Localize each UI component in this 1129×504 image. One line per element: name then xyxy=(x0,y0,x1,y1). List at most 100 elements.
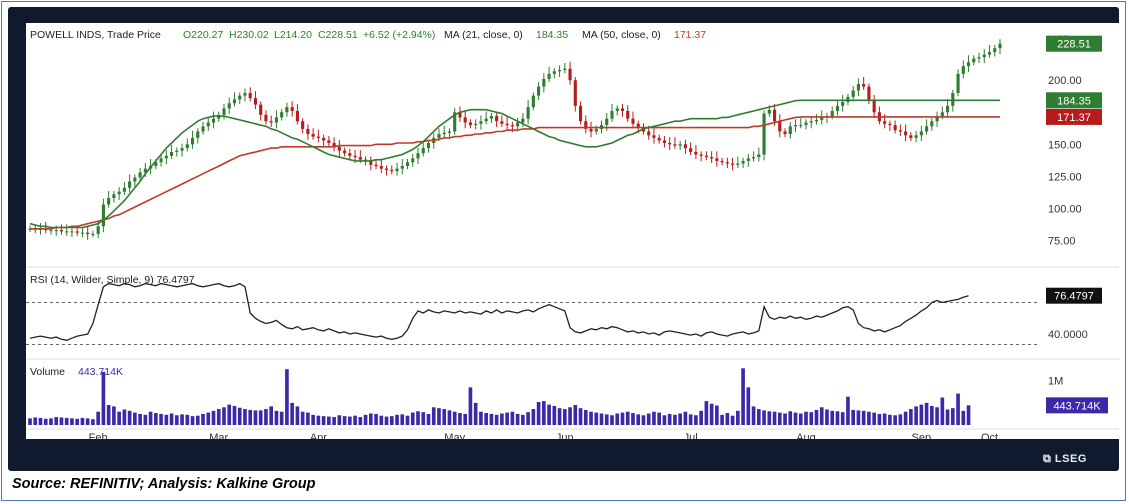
candle-body xyxy=(122,187,126,192)
candle-body xyxy=(395,168,399,172)
candle-body xyxy=(925,126,929,132)
volume-bar xyxy=(452,411,457,425)
candle-body xyxy=(558,69,562,72)
candle-body xyxy=(479,121,483,124)
candle-body xyxy=(720,160,724,163)
candle-body xyxy=(757,154,761,158)
month-label: Apr xyxy=(310,432,327,439)
change-value: +6.52 (+2.94%) xyxy=(363,29,435,41)
candle-body xyxy=(883,121,887,124)
candle-body xyxy=(652,135,656,138)
candle-body xyxy=(778,121,782,132)
volume-bar xyxy=(903,411,908,425)
volume-bar xyxy=(547,404,551,425)
price-tick-label: 75.00 xyxy=(1048,235,1076,247)
volume-bar xyxy=(804,411,808,425)
candle-body xyxy=(290,107,294,111)
candle-body xyxy=(699,154,703,156)
volume-bar xyxy=(85,418,90,425)
ma50-line xyxy=(30,116,1000,230)
candle-body xyxy=(154,162,158,167)
candle-body xyxy=(416,153,420,159)
volume-bar xyxy=(258,410,263,425)
candle-body xyxy=(505,123,509,126)
volume-bar xyxy=(316,415,321,425)
volume-bar xyxy=(232,405,237,425)
candle-body xyxy=(799,125,803,127)
candle-body xyxy=(474,123,478,126)
volume-bar xyxy=(180,414,184,425)
volume-bar xyxy=(468,387,473,425)
candle-body xyxy=(369,160,373,165)
volume-bar xyxy=(919,404,924,425)
volume-bar xyxy=(699,410,703,425)
candle-body xyxy=(951,93,955,106)
candle-body xyxy=(531,95,535,108)
volume-bar xyxy=(148,411,153,425)
volume-bar xyxy=(405,415,410,425)
volume-bar xyxy=(374,413,378,425)
rsi-tick-label: 40.0000 xyxy=(1048,329,1088,341)
price-tick-label: 200.00 xyxy=(1048,75,1082,87)
candle-body xyxy=(972,58,976,63)
rsi-label: RSI (14, Wilder, Simple, 9) 76.4797 xyxy=(30,274,195,286)
volume-bar xyxy=(363,414,368,425)
volume-bar xyxy=(542,401,546,425)
volume-bar xyxy=(91,419,95,425)
volume-bar xyxy=(54,417,59,425)
candle-body xyxy=(872,99,876,113)
volume-bar xyxy=(851,409,856,425)
volume-bar xyxy=(767,411,772,425)
candle-body xyxy=(374,164,378,167)
candle-body xyxy=(704,155,708,158)
volume-bar xyxy=(652,411,656,425)
volume-bar xyxy=(872,412,876,425)
volume-bar xyxy=(709,403,714,425)
candle-body xyxy=(49,230,53,232)
volume-bar xyxy=(253,410,258,425)
candle-body xyxy=(112,194,116,199)
candle-body xyxy=(573,80,577,106)
volume-bar xyxy=(515,413,520,425)
volume-bar xyxy=(788,411,793,425)
candle-body xyxy=(86,232,90,234)
ma21-badge: 184.35 xyxy=(1057,95,1091,107)
volume-bar xyxy=(295,406,300,425)
volume-bar xyxy=(521,414,525,425)
candle-body xyxy=(914,135,918,138)
volume-bar xyxy=(772,411,777,425)
candle-body xyxy=(274,117,278,123)
volume-bar xyxy=(216,409,221,425)
price-tick-label: 150.00 xyxy=(1048,139,1082,151)
volume-bar xyxy=(924,402,929,425)
candle-body xyxy=(468,122,472,126)
volume-bar xyxy=(610,415,614,425)
volume-bar xyxy=(867,411,871,425)
candle-body xyxy=(626,110,630,119)
volume-bar xyxy=(285,369,289,425)
volume-bar xyxy=(353,415,357,425)
volume-bar xyxy=(368,413,373,425)
candle-body xyxy=(537,86,541,96)
volume-bar xyxy=(893,415,897,425)
ma50-badge: 171.37 xyxy=(1057,112,1091,124)
volume-bar xyxy=(825,409,829,425)
volume-bar xyxy=(311,414,315,425)
volume-bar xyxy=(950,408,955,425)
candle-body xyxy=(495,116,499,122)
volume-bar xyxy=(583,409,588,425)
volume-bar xyxy=(704,401,709,425)
candle-body xyxy=(285,107,289,113)
volume-bar xyxy=(379,415,384,425)
volume-bar xyxy=(358,417,363,425)
volume-bar xyxy=(327,416,331,425)
volume-bar xyxy=(243,409,247,425)
candle-body xyxy=(400,166,404,169)
volume-bar xyxy=(683,411,688,425)
volume-bar xyxy=(96,411,100,425)
candle-body xyxy=(814,119,819,122)
volume-bar xyxy=(64,417,69,425)
rsi-line xyxy=(29,282,969,341)
volume-bar xyxy=(562,409,567,425)
volume-bar xyxy=(80,417,85,425)
